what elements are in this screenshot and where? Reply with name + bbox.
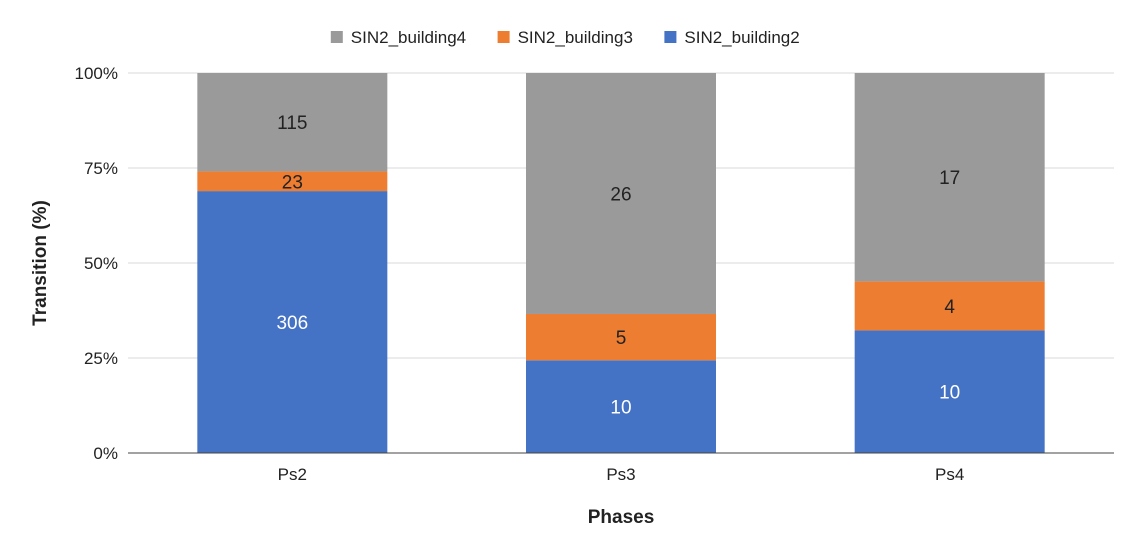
data-label: 10 — [610, 398, 631, 419]
data-label: 306 — [276, 313, 308, 334]
data-label: 26 — [610, 184, 631, 205]
bar-segment-sin2-building4 — [854, 73, 1045, 282]
y-axis-ticks: 0% 25% 50% 75% 100% — [75, 64, 118, 463]
data-label: 5 — [616, 328, 627, 349]
data-label: 115 — [277, 113, 307, 134]
legend-swatch — [497, 31, 510, 43]
y-tick-label: 100% — [75, 64, 118, 83]
y-tick-label: 25% — [84, 349, 118, 368]
x-tick-label: Ps4 — [935, 465, 964, 484]
bar-segment-sin2-building3 — [854, 281, 1045, 331]
bar-segment-sin2-building2 — [854, 330, 1045, 453]
data-label: 10 — [939, 383, 960, 404]
bar-group-ps4: 10 4 17 — [854, 73, 1045, 453]
legend-item-sin2-building2: SIN2_building2 — [664, 28, 800, 47]
bar-group-ps3: 10 5 26 — [526, 73, 716, 453]
x-axis-ticks: Ps2 Ps3 Ps4 — [278, 465, 965, 484]
legend-item-sin2-building4: SIN2_building4 — [330, 28, 466, 47]
data-label: 23 — [282, 172, 303, 193]
bar-segment-sin2-building3 — [526, 313, 716, 361]
bars: 306 23 115 10 5 26 10 4 17 — [197, 73, 1045, 454]
legend-item-sin2-building3: SIN2_building3 — [497, 28, 633, 47]
legend: SIN2_building4 SIN2_building3 SIN2_buildin… — [330, 28, 800, 47]
legend-label: SIN2_building2 — [684, 28, 799, 47]
y-axis-title: Transition (%) — [30, 200, 51, 326]
y-tick-label: 50% — [84, 254, 118, 273]
legend-swatch — [330, 31, 343, 43]
legend-swatch — [664, 31, 677, 43]
y-tick-label: 0% — [93, 444, 118, 463]
data-label: 17 — [939, 168, 960, 189]
y-tick-label: 75% — [84, 159, 118, 178]
data-label: 4 — [944, 297, 955, 318]
legend-label: SIN2_building3 — [518, 28, 633, 47]
bar-segment-sin2-building3 — [197, 171, 388, 192]
bar-group-ps2: 306 23 115 — [197, 73, 388, 454]
bar-segment-sin2-building2 — [197, 191, 388, 454]
x-tick-label: Ps3 — [606, 465, 635, 484]
x-tick-label: Ps2 — [278, 465, 307, 484]
bar-segment-sin2-building4 — [197, 73, 388, 172]
x-axis-title: Phases — [588, 507, 655, 528]
bar-segment-sin2-building2 — [526, 360, 716, 453]
legend-label: SIN2_building4 — [351, 28, 466, 47]
bar-segment-sin2-building4 — [526, 73, 716, 314]
